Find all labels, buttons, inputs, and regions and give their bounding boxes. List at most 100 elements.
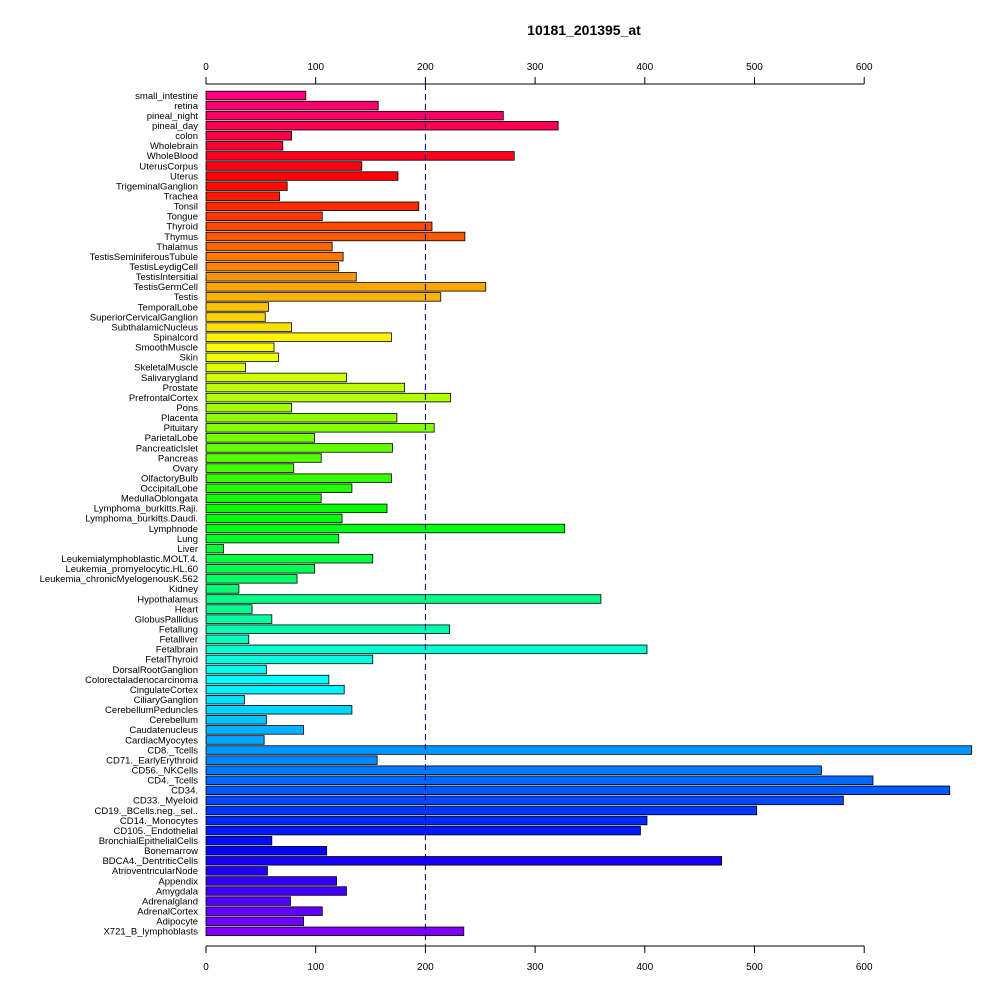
- bar: [205, 131, 292, 141]
- bar: [205, 785, 951, 796]
- bar: [205, 705, 353, 715]
- bar: [205, 463, 295, 473]
- category-label: Wholebrain: [150, 141, 198, 152]
- bar: [205, 856, 722, 866]
- bar: [205, 594, 602, 604]
- category-label: Hypothalamus: [137, 594, 198, 605]
- category-label: Leukemialymphoblastic.MOLT.4.: [61, 554, 198, 565]
- bar: [205, 151, 515, 161]
- bar: [205, 795, 844, 806]
- bar: [205, 775, 874, 785]
- x-tick-label: 400: [636, 62, 653, 73]
- category-label: CD56._NKCells: [131, 765, 198, 776]
- bar: [205, 231, 466, 242]
- category-label: UterusCorpus: [139, 161, 198, 172]
- category-label: Pituitary: [164, 423, 199, 434]
- x-tick-label: 0: [203, 962, 209, 973]
- bar: [205, 251, 344, 262]
- bar: [205, 634, 250, 644]
- bar: [205, 624, 450, 634]
- bars-group: [205, 90, 973, 937]
- category-label: Adrenalgland: [142, 896, 198, 907]
- category-label: PancreaticIslet: [136, 443, 199, 454]
- bar: [205, 835, 273, 846]
- bar: [205, 654, 374, 665]
- category-label: CD34.: [171, 786, 198, 797]
- category-label: CD71._EarlyErythroid: [106, 755, 198, 766]
- bar: [205, 241, 333, 252]
- bar: [205, 392, 452, 403]
- category-label: CD105._Endothelial: [113, 826, 198, 837]
- category-label: Caudatenucleus: [129, 725, 198, 736]
- category-label: Leukemia_promyelocytic.HL.60: [65, 564, 198, 575]
- category-label: Appendix: [158, 876, 198, 887]
- bar: [205, 926, 465, 937]
- bar: [205, 423, 435, 433]
- category-label: CD19._BCells.neg._sel..: [95, 806, 199, 817]
- top-x-axis: 0 100 200 300 400 500 600: [203, 62, 873, 85]
- category-label: CD33._Myeloid: [133, 796, 198, 807]
- bar: [205, 604, 253, 614]
- bar: [205, 121, 559, 131]
- x-tick-label: 400: [636, 962, 653, 973]
- bar: [205, 322, 292, 332]
- category-label: Salivarygland: [141, 373, 198, 384]
- bar: [205, 272, 357, 282]
- category-label: Fetallung: [159, 625, 198, 636]
- category-label: CD8._Tcells: [147, 745, 198, 756]
- category-label: TestisLeydigCell: [129, 262, 198, 273]
- bar: [205, 765, 822, 775]
- bar: [205, 896, 291, 906]
- bar: [205, 584, 240, 594]
- category-label: Colorectaladenocarcinoma: [85, 675, 199, 686]
- bar: [205, 282, 487, 292]
- category-label: PrefrontalCortex: [129, 393, 198, 404]
- category-label: WholeBlood: [147, 151, 198, 162]
- category-label: AdrenalCortex: [137, 906, 198, 917]
- bar: [205, 292, 442, 302]
- bar: [205, 171, 399, 181]
- x-tick-label: 500: [746, 962, 763, 973]
- bar: [205, 815, 648, 826]
- bar: [205, 302, 269, 312]
- category-label: DorsalRootGanglion: [112, 665, 198, 676]
- category-label: OlfactoryBulb: [141, 473, 198, 484]
- category-label: CardiacMyocytes: [125, 735, 198, 746]
- bar: [205, 161, 363, 171]
- category-label: Tongue: [167, 212, 198, 223]
- bar: [205, 574, 298, 584]
- bar: [205, 916, 305, 926]
- x-tick-label: 0: [203, 62, 209, 73]
- bar: [205, 533, 340, 544]
- bar: [205, 695, 245, 705]
- bar: [205, 382, 405, 393]
- category-label: SkeletalMuscle: [134, 363, 198, 374]
- category-label: ParietalLobe: [145, 433, 198, 444]
- bar: [205, 221, 433, 232]
- bar: [205, 725, 305, 735]
- bar: [205, 715, 267, 725]
- bar: [205, 644, 648, 655]
- category-label: TestisSeminiferousTubule: [90, 252, 198, 263]
- category-label: Tonsil: [174, 202, 198, 213]
- category-label: Pons: [176, 403, 198, 414]
- bar: [205, 100, 379, 111]
- category-label: CD4._Tcells: [147, 776, 198, 787]
- bar: [205, 261, 340, 272]
- category-label: retina: [174, 101, 198, 112]
- category-label: Thymus: [164, 232, 198, 243]
- category-label: small_intestine: [135, 91, 198, 102]
- category-label: Bonemarrow: [144, 846, 198, 857]
- category-label: Fetalliver: [159, 635, 198, 646]
- category-label: Skin: [180, 353, 198, 364]
- bar: [205, 825, 641, 836]
- bar: [205, 372, 347, 383]
- category-label: Testis: [174, 292, 199, 303]
- category-label: pineal_night: [147, 111, 199, 122]
- bar: [205, 876, 337, 886]
- category-label: Heart: [175, 604, 199, 615]
- bar: [205, 564, 315, 574]
- bar: [205, 543, 224, 554]
- bar: [205, 453, 322, 463]
